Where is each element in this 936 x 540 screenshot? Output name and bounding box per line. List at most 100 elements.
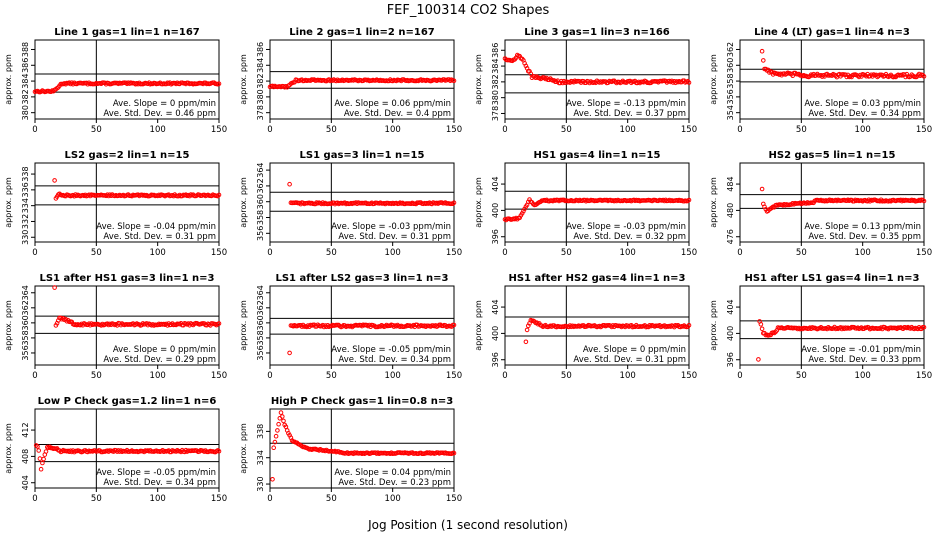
- data-point: [686, 80, 692, 85]
- panel-5: LS2 gas=2 lin=1 n=15 approx. ppm 0 50 100 150…: [4, 150, 227, 258]
- data-point: [216, 449, 222, 454]
- y-axis-label: approx. ppm: [474, 177, 483, 228]
- y-tick-label: 400: [726, 326, 735, 341]
- stats-annotation: Ave. Std. Dev. = 0.33 ppm: [808, 355, 921, 365]
- x-tick-label: 100: [855, 125, 871, 135]
- data-point: [275, 428, 280, 433]
- stats-annotation: Ave. Std. Dev. = 0.23 ppm: [338, 478, 451, 488]
- x-tick-label: 150: [446, 248, 462, 258]
- y-tick-label: 404: [21, 475, 30, 490]
- data-point: [526, 323, 531, 329]
- stats-annotation: Ave. Std. Dev. = 0.4 ppm: [344, 109, 451, 119]
- y-tick-label: 360: [256, 315, 265, 330]
- y-axis-label: approx. ppm: [239, 423, 248, 474]
- y-tick-label: 364: [21, 285, 30, 300]
- plot-frame: [739, 39, 925, 120]
- y-tick-label: 356: [21, 345, 30, 360]
- figure-x-axis-label: Jog Position (1 second resolution): [368, 518, 568, 532]
- x-tick-label: 150: [211, 248, 227, 258]
- stats-annotation: Ave. Slope = -0.03 ppm/min: [331, 222, 451, 232]
- stats-annotation: Ave. Slope = 0 ppm/min: [583, 345, 686, 355]
- data-point: [52, 178, 57, 183]
- x-tick-label: 50: [91, 248, 102, 258]
- stats-annotation: Ave. Slope = -0.05 ppm/min: [331, 345, 451, 355]
- y-tick-label: 332: [21, 214, 30, 229]
- y-axis-label: approx. ppm: [709, 300, 718, 351]
- y-tick-label: 396: [491, 229, 500, 244]
- x-tick-label: 50: [796, 125, 807, 135]
- x-tick-label: 0: [502, 125, 507, 135]
- panel-title: High P Check gas=1 lin=0.8 n=3: [271, 396, 453, 407]
- x-tick-label: 0: [267, 371, 272, 381]
- panel-12: HS1 after LS1 gas=4 lin=1 n=3 approx. ppm…: [709, 273, 932, 381]
- data-point: [921, 198, 927, 204]
- y-tick-label: 364: [256, 285, 265, 300]
- panel-title: LS1 gas=3 lin=1 n=15: [300, 150, 425, 161]
- y-tick-label: 384: [256, 58, 265, 73]
- data-point: [921, 325, 927, 330]
- data-point: [52, 285, 57, 290]
- data-point: [215, 193, 221, 199]
- data-point: [759, 326, 765, 332]
- y-tick-label: 386: [256, 42, 265, 57]
- x-tick-label: 50: [326, 371, 337, 381]
- x-tick-label: 50: [561, 125, 572, 135]
- panel-title: HS1 gas=4 lin=1 n=15: [534, 150, 661, 161]
- x-tick-label: 0: [737, 371, 742, 381]
- x-tick-label: 0: [32, 494, 37, 504]
- y-tick-label: 396: [491, 352, 500, 367]
- y-tick-label: 338: [21, 166, 30, 181]
- x-tick-label: 100: [385, 248, 401, 258]
- x-tick-label: 150: [916, 125, 932, 135]
- data-point: [528, 71, 534, 76]
- y-axis-label: approx. ppm: [709, 54, 718, 105]
- data-point: [116, 448, 121, 453]
- y-tick-label: 356: [256, 345, 265, 360]
- y-tick-label: 404: [491, 176, 500, 191]
- stats-annotation: Ave. Std. Dev. = 0.29 ppm: [103, 355, 216, 365]
- panel-13: Low P Check gas=1.2 lin=1 n=6 approx. ppm…: [4, 396, 227, 504]
- data-point: [270, 477, 275, 482]
- stats-annotation: Ave. Std. Dev. = 0.46 ppm: [103, 109, 216, 119]
- panel-10: LS1 after LS2 gas=3 lin=1 n=3 approx. ppm…: [239, 273, 462, 381]
- panel-4: Line 4 (LT) gas=1 lin=4 n=3 approx. ppm 0 5…: [709, 27, 932, 135]
- data-point: [278, 410, 284, 415]
- y-tick-label: 358: [726, 73, 735, 88]
- data-point: [216, 321, 222, 326]
- stats-annotation: Ave. Std. Dev. = 0.37 ppm: [573, 109, 686, 119]
- y-tick-label: 356: [726, 89, 735, 104]
- stats-annotation: Ave. Slope = 0.04 ppm/min: [334, 468, 451, 478]
- data-point: [521, 208, 526, 214]
- stats-annotation: Ave. Slope = 0 ppm/min: [113, 345, 216, 355]
- x-tick-label: 150: [681, 125, 697, 135]
- stats-annotation: Ave. Slope = 0.03 ppm/min: [804, 99, 921, 109]
- y-axis-label: approx. ppm: [4, 177, 13, 228]
- x-tick-label: 0: [737, 248, 742, 258]
- data-point: [273, 433, 279, 439]
- data-point: [756, 357, 761, 362]
- y-tick-label: 380: [21, 105, 30, 120]
- panel-2: Line 2 gas=1 lin=2 n=167 approx. ppm 0 50 10…: [239, 27, 462, 135]
- panel-9: LS1 after HS1 gas=3 lin=1 n=3 approx. ppm…: [4, 273, 227, 381]
- x-tick-label: 50: [796, 371, 807, 381]
- x-tick-label: 100: [385, 371, 401, 381]
- stats-annotation: Ave. Slope = -0.05 ppm/min: [96, 468, 216, 478]
- panel-title: Line 2 gas=1 lin=2 n=167: [289, 27, 435, 38]
- x-tick-label: 150: [211, 125, 227, 135]
- x-tick-label: 0: [32, 371, 37, 381]
- x-tick-label: 0: [737, 125, 742, 135]
- data-point: [451, 200, 457, 205]
- x-tick-label: 100: [150, 248, 166, 258]
- plot-frame: [269, 408, 455, 489]
- y-axis-label: approx. ppm: [474, 300, 483, 351]
- stats-annotation: Ave. Slope = -0.13 ppm/min: [566, 99, 686, 109]
- y-tick-label: 338: [256, 424, 265, 439]
- data-point: [35, 444, 40, 449]
- x-tick-label: 100: [150, 494, 166, 504]
- y-tick-label: 362: [21, 300, 30, 315]
- y-tick-label: 362: [726, 42, 735, 57]
- y-tick-label: 412: [21, 422, 30, 437]
- y-tick-label: 382: [256, 73, 265, 88]
- panel-3: Line 3 gas=1 lin=3 n=166 approx. ppm 0 50 10…: [474, 27, 697, 135]
- y-tick-label: 404: [491, 299, 500, 314]
